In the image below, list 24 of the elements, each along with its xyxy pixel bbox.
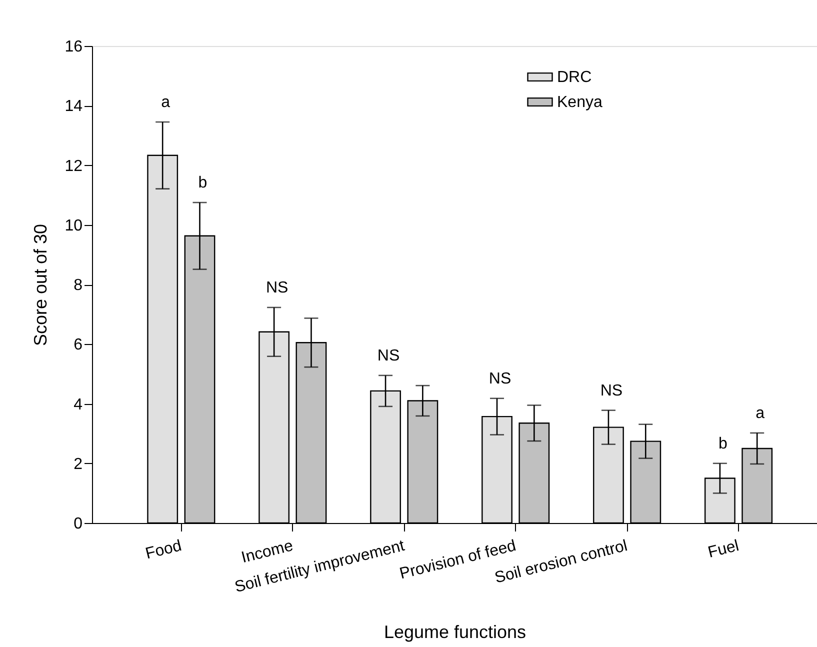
y-tick-label: 16 [64, 38, 83, 56]
data-label: NS [600, 382, 623, 400]
data-label: a [756, 404, 765, 422]
y-tick-label: 8 [74, 277, 83, 294]
x-tick-label: Food [144, 537, 184, 563]
data-label: NS [377, 347, 400, 364]
x-axis-title: Legume functions [384, 622, 526, 642]
legend-label: Kenya [557, 94, 602, 111]
y-tick-label: 10 [64, 217, 83, 234]
x-tick-label: Income [240, 537, 295, 567]
y-tick-label: 0 [74, 516, 83, 532]
y-tick-label: 4 [74, 396, 83, 414]
y-tick-label: 2 [74, 456, 83, 473]
data-label: NS [488, 370, 512, 388]
y-tick-label: 6 [74, 336, 83, 354]
y-tick-label: 12 [64, 158, 83, 175]
data-label: a [161, 94, 170, 112]
y-axis-title: Score out of 30 [30, 224, 51, 346]
legend-label: DRC [557, 69, 592, 86]
y-tick-label: 14 [64, 98, 83, 116]
data-label: b [198, 174, 208, 192]
data-label: NS [266, 279, 288, 296]
data-label: b [718, 435, 728, 452]
x-tick-label: Fuel [706, 537, 741, 562]
